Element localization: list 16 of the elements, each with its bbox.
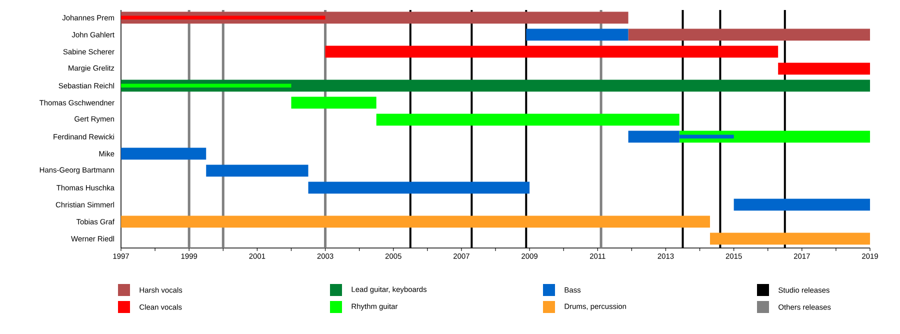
bar (308, 182, 530, 194)
bar (291, 96, 376, 109)
bar (628, 28, 870, 41)
bar (121, 84, 292, 88)
bar (121, 216, 710, 228)
bar (121, 16, 326, 20)
bar (679, 130, 870, 143)
bar (526, 28, 628, 41)
bar (734, 198, 870, 211)
bar (121, 80, 870, 92)
bar (121, 148, 206, 160)
bar (325, 46, 778, 58)
bar (710, 232, 870, 245)
bar (206, 164, 308, 177)
bar (778, 62, 870, 75)
bar (376, 114, 680, 126)
